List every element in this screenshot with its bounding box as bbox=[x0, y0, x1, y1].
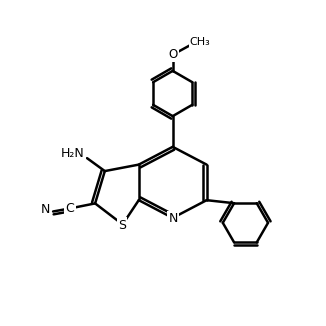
Text: S: S bbox=[118, 218, 126, 231]
Text: O: O bbox=[169, 48, 178, 61]
Text: N: N bbox=[169, 212, 178, 225]
Text: N: N bbox=[40, 203, 50, 216]
Text: CH₃: CH₃ bbox=[190, 37, 211, 48]
Text: H₂N: H₂N bbox=[61, 147, 84, 160]
Text: C: C bbox=[66, 202, 74, 215]
